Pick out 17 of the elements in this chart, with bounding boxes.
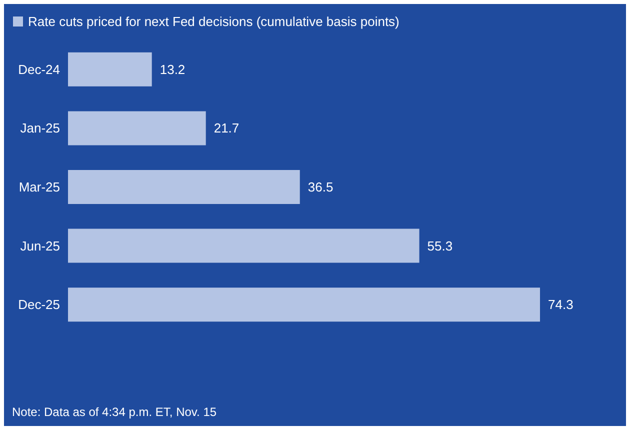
- bar: [68, 111, 206, 146]
- bar: [68, 288, 540, 322]
- y-tick-label: Mar-25: [18, 180, 60, 194]
- data-label: 55.3: [427, 238, 453, 254]
- y-tick-label: Dec-25: [18, 297, 60, 312]
- bar: [68, 228, 420, 263]
- legend-label: Rate cuts priced for next Fed decisions (cumulative basis points): [28, 14, 400, 29]
- data-label: 13.2: [160, 62, 186, 77]
- data-label: 36.5: [308, 180, 334, 194]
- y-tick-label: Jan-25: [20, 120, 60, 136]
- y-tick-label: Jun-25: [20, 238, 60, 254]
- bar: [68, 170, 300, 204]
- bar: [68, 52, 152, 86]
- text: Note: Data as of 4:34 p.m. ET, Nov. 15: [12, 405, 217, 419]
- data-label: 74.3: [548, 297, 574, 312]
- y-tick-label: Dec-24: [18, 62, 60, 77]
- data-label: 21.7: [214, 120, 240, 136]
